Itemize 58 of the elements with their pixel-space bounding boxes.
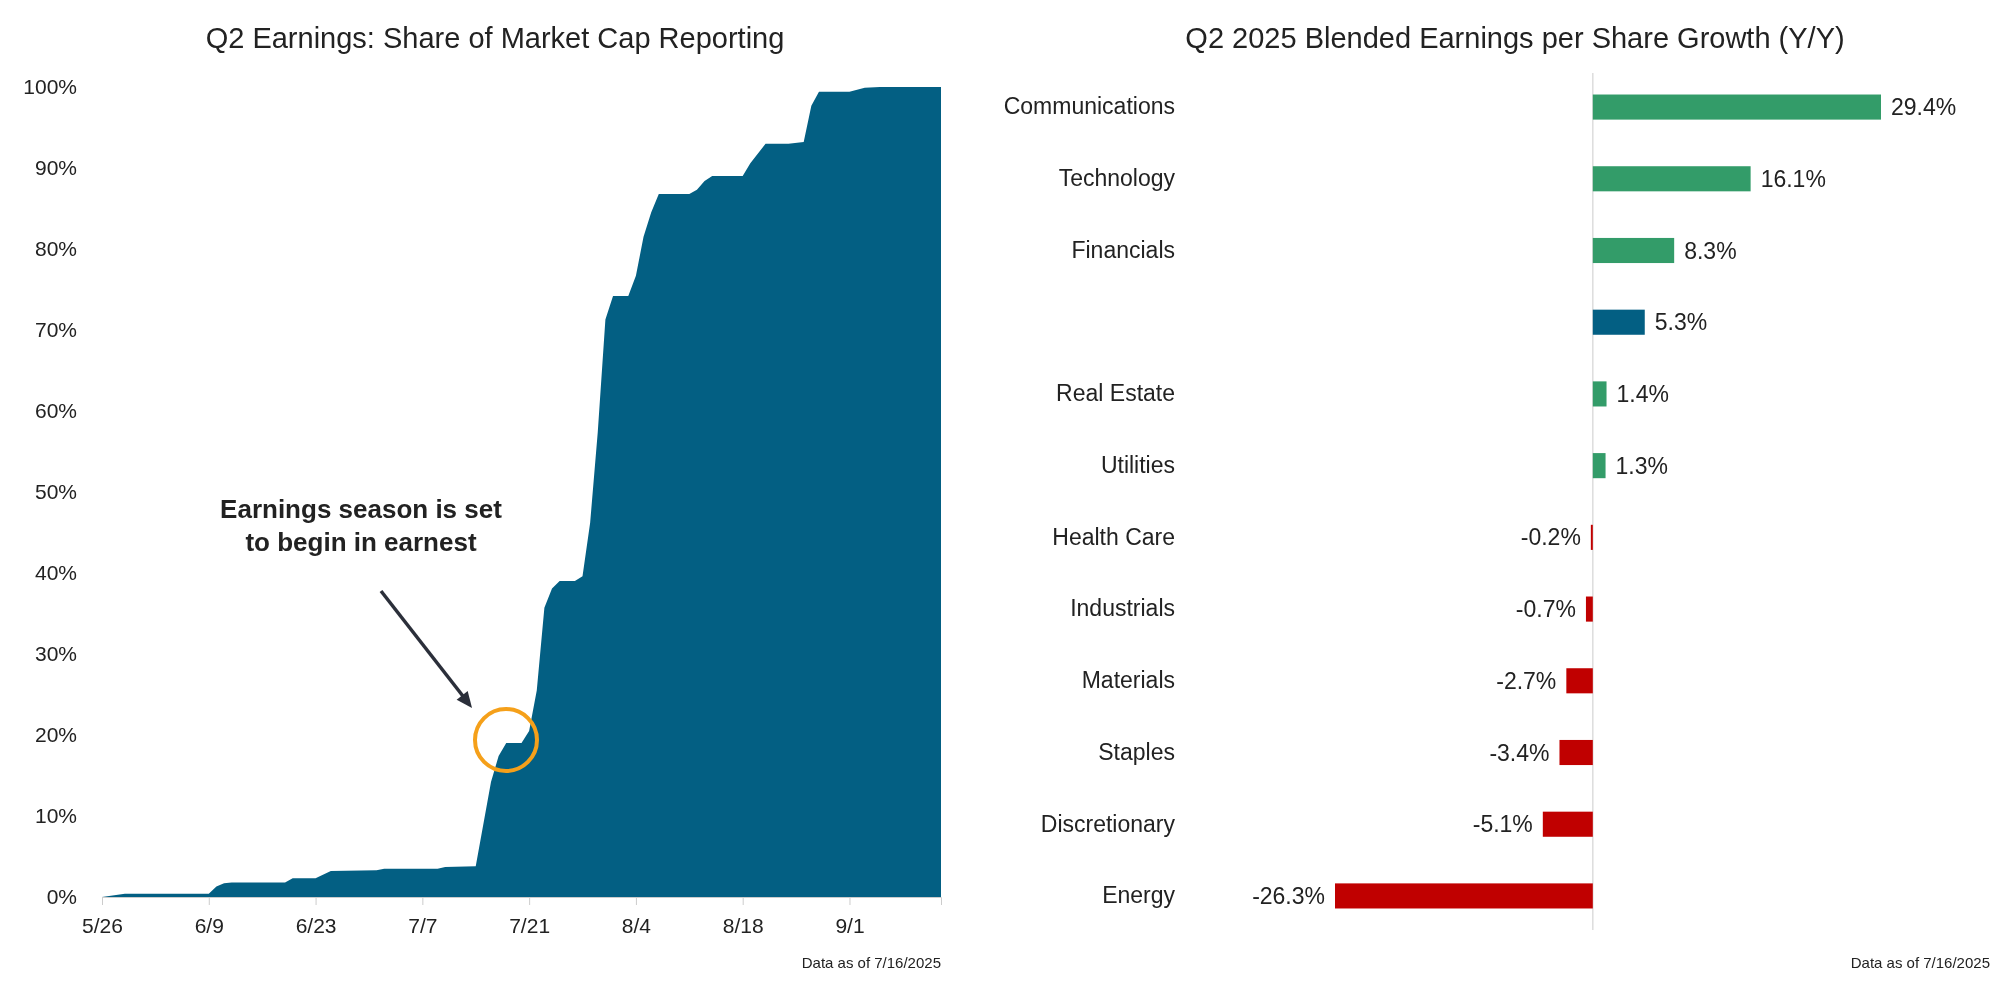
x-tick-label: 5/26	[82, 914, 123, 938]
bar	[1335, 883, 1593, 909]
bar	[1592, 381, 1607, 407]
annotation: Earnings season is set to begin in earnest	[220, 494, 503, 557]
y-tick-label: 40%	[34, 561, 77, 585]
y-tick-label: 0%	[46, 885, 77, 909]
x-tick-label: 6/23	[295, 914, 337, 938]
y-tick-label: Materials	[1081, 667, 1175, 694]
y-tick-label: Discretionary	[1040, 810, 1176, 837]
y-tick-label: Staples	[1098, 738, 1175, 765]
x-tick-label: 7/7	[408, 914, 438, 938]
data-label: 29.4%	[1891, 94, 1957, 121]
y-tick-label: 50%	[34, 480, 77, 504]
bar	[1542, 811, 1593, 837]
x-tick-label: 8/4	[621, 914, 652, 938]
y-tick-label: 60%	[34, 399, 77, 423]
y-tick-label: Communications	[1003, 93, 1175, 120]
y-tick-label: Real Estate	[1056, 380, 1175, 407]
y-tick-label: Financials	[1071, 236, 1175, 263]
data-label: -0.7%	[1515, 596, 1576, 623]
bar	[1592, 309, 1645, 335]
bar	[1592, 237, 1675, 264]
bar	[1592, 453, 1606, 479]
y-tick-label: 30%	[34, 642, 77, 666]
chart-title: Q2 2025 Blended Earnings per Share Growth (Y/Y)	[1185, 22, 1845, 54]
x-tick-label: 9/1	[835, 914, 865, 938]
y-tick-label: Health Care	[1052, 523, 1175, 550]
data-label: 1.3%	[1615, 452, 1668, 479]
bar	[1559, 739, 1593, 766]
data-label: -5.1%	[1472, 811, 1533, 838]
y-tick-label: 80%	[34, 237, 77, 261]
y-tick-label: Technology	[1058, 165, 1176, 192]
text: Data as of 7/16/2025	[801, 954, 941, 971]
y-tick-label: 20%	[34, 723, 77, 747]
data-label: -0.2%	[1520, 524, 1581, 551]
y-tick-label: Industrials	[1070, 595, 1175, 622]
data-label: -3.4%	[1489, 739, 1550, 766]
y-tick-label: 100%	[23, 75, 77, 99]
data-label: 5.3%	[1654, 309, 1708, 336]
data-label: 16.1%	[1760, 165, 1826, 192]
bar	[1592, 94, 1881, 120]
bar	[1592, 166, 1751, 192]
y-tick-label: Utilities	[1100, 452, 1175, 478]
x-tick-label: 6/9	[194, 914, 224, 938]
bar	[1585, 596, 1593, 622]
y-tick-label: Energy	[1102, 882, 1176, 909]
y-tick-label: 90%	[34, 156, 77, 180]
data-label: 1.4%	[1616, 380, 1669, 407]
data-label: 8.3%	[1684, 237, 1737, 264]
data-label: -26.3%	[1252, 882, 1325, 909]
data-label: -2.7%	[1496, 667, 1557, 694]
y-tick-label: 10%	[34, 804, 77, 828]
chart-title: Q2 Earnings: Share of Market Cap Reporting	[205, 22, 785, 54]
y-tick-label: 70%	[34, 318, 77, 342]
x-tick-label: 8/18	[722, 914, 764, 938]
bar	[1566, 668, 1593, 694]
text: Data as of 7/16/2025	[1850, 954, 1990, 971]
x-tick-label: 7/21	[509, 914, 551, 938]
